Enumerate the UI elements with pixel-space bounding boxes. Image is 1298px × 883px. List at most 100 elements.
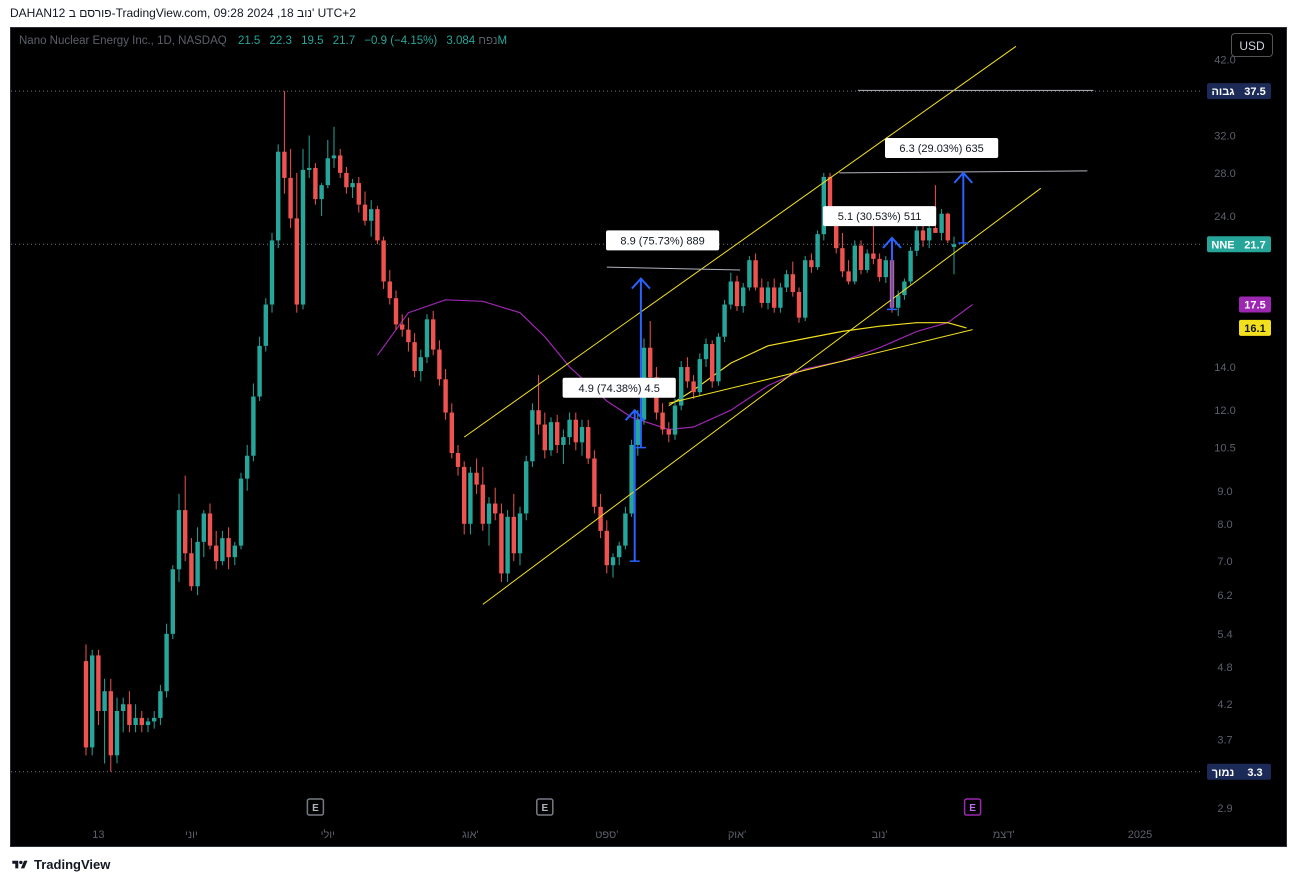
candle-body [914, 230, 919, 251]
candle-body [201, 513, 206, 542]
candle-body [232, 545, 237, 558]
x-tick-label: 2025 [1128, 829, 1152, 841]
candle-body [920, 230, 926, 241]
candle-body [685, 367, 690, 382]
candle-body [455, 452, 461, 467]
candle-body [387, 281, 392, 299]
price-tag-box [1207, 83, 1271, 100]
candle-body [933, 227, 938, 233]
candle-body [493, 503, 498, 514]
candle-body [517, 513, 523, 554]
volume-label: נפח [478, 35, 498, 47]
candle-body [121, 704, 126, 711]
candle-body [486, 503, 492, 524]
candle-body [753, 260, 758, 288]
candle-body [344, 172, 349, 188]
y-tick-label: 10.5 [1214, 443, 1235, 455]
candle-body [294, 218, 299, 305]
candle-body [741, 287, 746, 307]
x-tick-label: יוני [185, 829, 198, 841]
candle-body [586, 427, 591, 459]
candle-body [145, 721, 151, 726]
candle-body [703, 343, 709, 360]
candle-body [765, 287, 771, 303]
candle-body [263, 304, 268, 346]
candle-body [127, 704, 132, 726]
candle-body [108, 691, 113, 756]
candle-body [282, 151, 287, 178]
measure-label-box [885, 138, 999, 159]
candle-body [424, 319, 430, 358]
y-tick-label: 6.2 [1217, 590, 1232, 602]
candle-body [139, 717, 144, 726]
candle-body [660, 412, 665, 430]
candle-body [300, 169, 306, 305]
candle-body [245, 455, 250, 479]
candle-body [313, 167, 318, 200]
candle-body [406, 329, 411, 343]
published-caption: DAHAN12 פורסם ב-TradingView.com, 09:28 2… [10, 6, 356, 20]
candle-body [207, 513, 213, 546]
change-value: −0.9 (−4.15%) [364, 35, 438, 47]
candle-body [827, 176, 833, 221]
candle-body [133, 717, 138, 726]
candle-body [238, 478, 244, 546]
candle-body [338, 155, 343, 173]
candle-body [362, 204, 368, 221]
price-tag-box [1239, 296, 1271, 313]
open-value: 21.5 [237, 35, 261, 47]
candle-body [96, 655, 101, 711]
footer-brand[interactable]: TradingView [10, 857, 110, 872]
candle-body [635, 419, 640, 445]
candle-body [858, 245, 864, 270]
candle-body [400, 324, 405, 330]
candle-body [257, 345, 262, 397]
candle-body [325, 158, 330, 186]
candle-body [722, 304, 727, 337]
volume-value: 3.084M [446, 35, 508, 47]
candle-body [443, 379, 448, 413]
candle-body [796, 292, 802, 318]
x-tick-label: נוב' [872, 829, 888, 841]
candle-body [307, 167, 312, 170]
candle-body [734, 281, 740, 307]
close-value: 21.7 [332, 35, 356, 47]
candle-body [319, 185, 324, 200]
candle-body [381, 240, 386, 282]
candle-body [189, 553, 194, 587]
candle-body [579, 427, 585, 443]
candle-body [176, 510, 182, 570]
price-chart[interactable]: 2.9 3.7 4.2 4.8 5.4 6.2 7.0 8.0 9.0 10.5 12.0 14.0 2… [11, 28, 1286, 846]
price-tag-name: NNE [1211, 239, 1234, 251]
high-value: 22.3 [269, 35, 292, 47]
price-tag-value: 21.7 [1244, 239, 1265, 251]
candle-body [672, 405, 678, 435]
measure-arrow-head [882, 236, 902, 249]
candle-body [939, 213, 944, 233]
chart-panel[interactable]: 2.9 3.7 4.2 4.8 5.4 6.2 7.0 8.0 9.0 10.5 12.0 14.0 2… [10, 27, 1287, 847]
candle-body [679, 367, 684, 406]
candle-body [269, 240, 275, 305]
earnings-marker-label: E [312, 803, 319, 814]
price-tag-box [1239, 319, 1271, 336]
currency-button[interactable]: USD [1231, 33, 1273, 57]
candle-body [536, 410, 541, 425]
candle-body [561, 437, 566, 445]
price-tag-box [1207, 236, 1271, 253]
measure-arrow-head [953, 171, 974, 184]
candle-body [437, 349, 442, 380]
candle-body [505, 516, 510, 574]
candle-body [158, 691, 163, 718]
candle-body [666, 429, 671, 435]
candle-body [462, 466, 467, 524]
y-tick-label: 4.2 [1217, 699, 1232, 711]
candle-body [102, 691, 107, 711]
candle-body [759, 287, 764, 303]
candle-body [772, 287, 777, 308]
measure-label: 5.1 (30.53%) 511 [838, 211, 922, 223]
candle-body [865, 253, 870, 270]
measure-label-box [823, 206, 937, 227]
candle-body [803, 260, 808, 318]
candle-body [697, 359, 702, 393]
candle-body [369, 209, 374, 221]
